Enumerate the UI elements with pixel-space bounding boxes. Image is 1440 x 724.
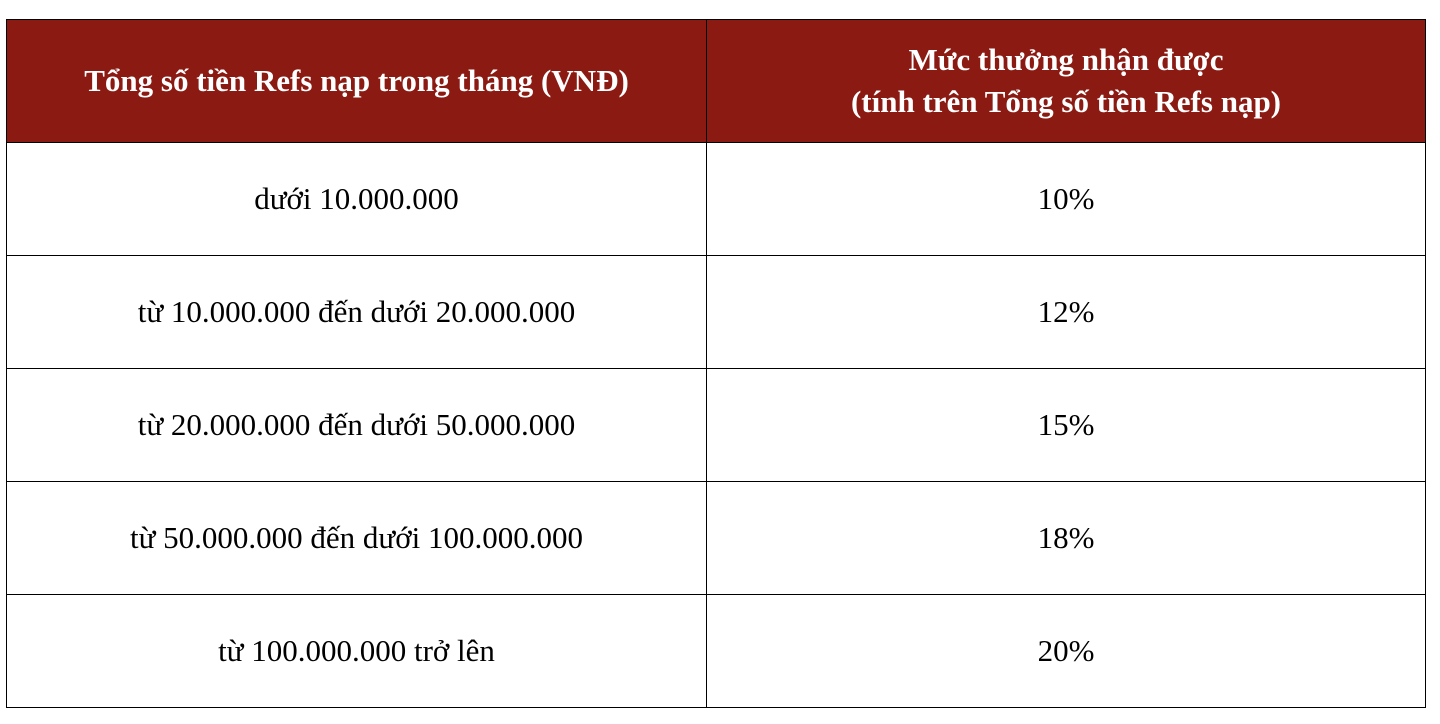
- header-reward-rate-line2: (tính trên Tổng số tiền Refs nạp): [850, 84, 1282, 119]
- table-row: từ 100.000.000 trở lên 20%: [6, 594, 1426, 708]
- reward-cell: 20%: [706, 594, 1426, 708]
- reward-cell: 10%: [706, 142, 1426, 256]
- amount-cell: dưới 10.000.000: [6, 142, 707, 256]
- reward-cell: 15%: [706, 368, 1426, 482]
- header-total-deposit-label: Tổng số tiền Refs nạp trong tháng (VNĐ): [84, 63, 629, 98]
- table-header-row: Tổng số tiền Refs nạp trong tháng (VNĐ) …: [6, 19, 1426, 143]
- table-row: dưới 10.000.000 10%: [6, 142, 1426, 256]
- reward-cell: 18%: [706, 481, 1426, 595]
- amount-cell: từ 10.000.000 đến dưới 20.000.000: [6, 255, 707, 369]
- reward-table: Tổng số tiền Refs nạp trong tháng (VNĐ) …: [6, 19, 1426, 708]
- amount-cell: từ 100.000.000 trở lên: [6, 594, 707, 708]
- amount-cell: từ 50.000.000 đến dưới 100.000.000: [6, 481, 707, 595]
- reward-cell: 12%: [706, 255, 1426, 369]
- header-total-deposit: Tổng số tiền Refs nạp trong tháng (VNĐ): [6, 19, 707, 143]
- table-row: từ 20.000.000 đến dưới 50.000.000 15%: [6, 368, 1426, 482]
- amount-cell: từ 20.000.000 đến dưới 50.000.000: [6, 368, 707, 482]
- table-row: từ 50.000.000 đến dưới 100.000.000 18%: [6, 481, 1426, 595]
- header-reward-rate: Mức thưởng nhận được (tính trên Tổng số …: [706, 19, 1426, 143]
- table-row: từ 10.000.000 đến dưới 20.000.000 12%: [6, 255, 1426, 369]
- header-reward-rate-line1: Mức thưởng nhận được: [908, 42, 1224, 77]
- reward-table-container: Tổng số tiền Refs nạp trong tháng (VNĐ) …: [6, 19, 1426, 708]
